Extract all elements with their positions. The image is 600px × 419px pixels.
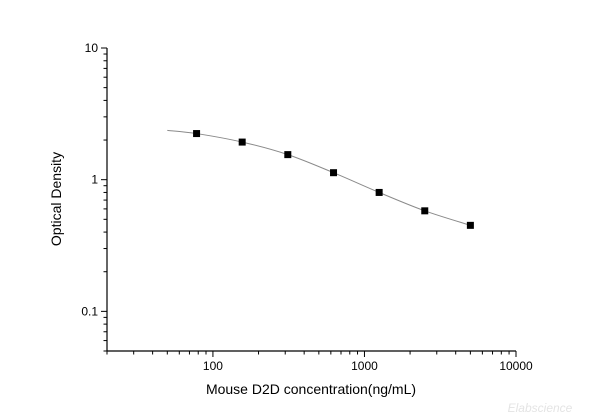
watermark: Elabscience bbox=[508, 401, 573, 415]
x-axis-label: Mouse D2D concentration(ng/mL) bbox=[206, 381, 416, 397]
data-point bbox=[421, 207, 429, 215]
data-point bbox=[284, 151, 292, 159]
data-point bbox=[193, 130, 201, 138]
y-tick-label: 10 bbox=[85, 41, 99, 55]
x-tick-label: 1000 bbox=[351, 359, 378, 373]
x-tick-label: 10000 bbox=[499, 359, 533, 373]
x-tick-label: 100 bbox=[203, 359, 223, 373]
data-point bbox=[330, 169, 338, 177]
y-tick-label: 1 bbox=[91, 173, 98, 187]
data-points bbox=[193, 130, 474, 229]
y-axis-label: Optical Density bbox=[48, 152, 64, 246]
data-point bbox=[238, 138, 246, 146]
axes: 100 1000 10000 0.1 1 10 bbox=[81, 41, 533, 373]
data-point bbox=[375, 188, 383, 196]
y-tick-label: 0.1 bbox=[81, 304, 98, 318]
data-point bbox=[466, 221, 474, 229]
